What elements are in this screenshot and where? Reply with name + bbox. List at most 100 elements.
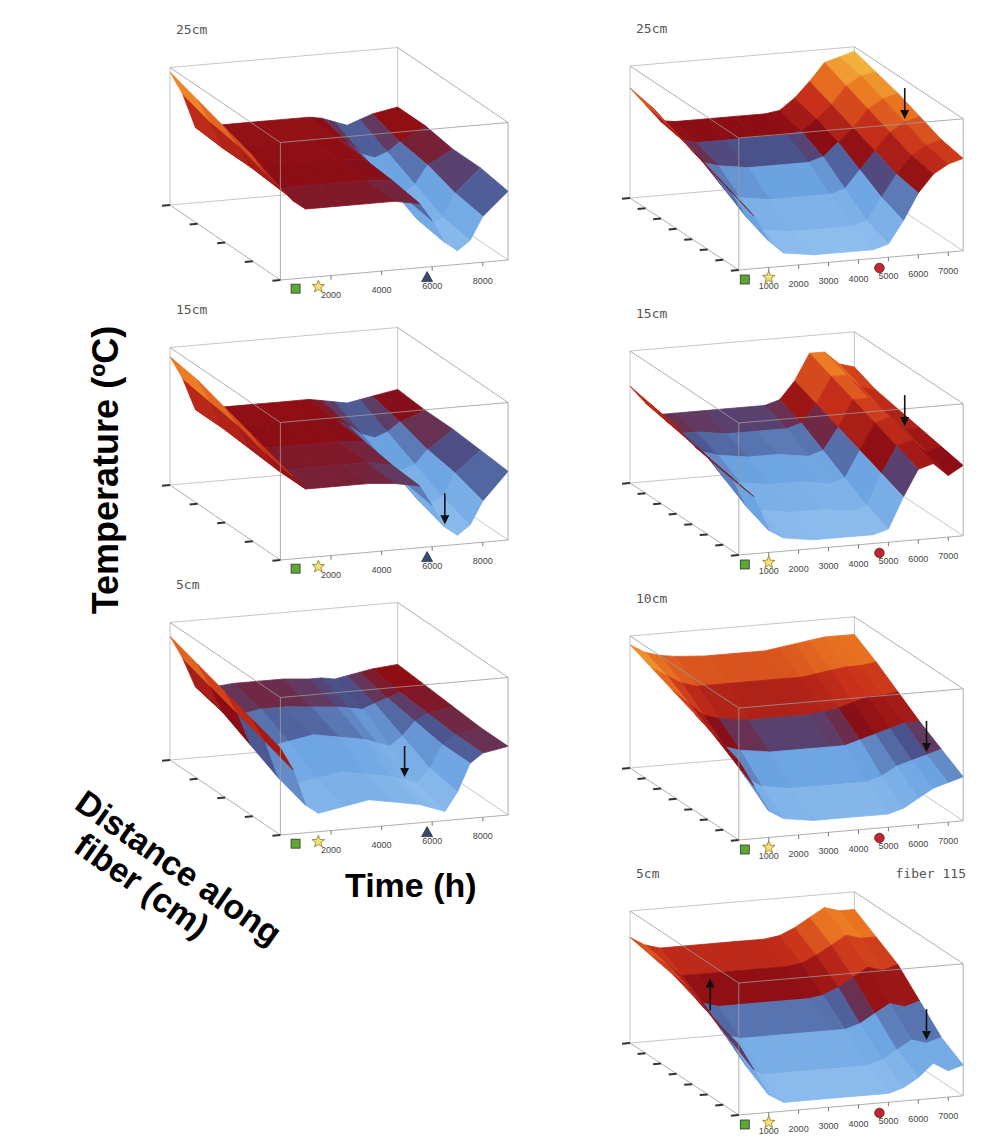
time-marker-circle: [875, 1108, 885, 1118]
time-marker-star: [763, 1116, 775, 1128]
x-tick-label: 8000: [473, 276, 493, 286]
box-edge: [963, 119, 964, 251]
surface-cell: [238, 425, 278, 470]
y-tick: [653, 218, 661, 221]
y-tick: [653, 788, 661, 791]
box-edge: [170, 68, 280, 143]
arrow-head: [900, 417, 909, 426]
x-tick: [948, 822, 949, 826]
surface: [170, 636, 508, 813]
box-edge: [630, 351, 631, 483]
y-tick: [669, 1073, 677, 1076]
surface-panel: 100020003000400050006000700010cm: [622, 591, 963, 862]
x-tick: [798, 835, 799, 839]
surface: [170, 72, 508, 251]
x-tick-label: 1000: [759, 566, 779, 576]
panel-title: 25cm: [636, 21, 667, 36]
x-tick-label: 1000: [759, 851, 779, 861]
time-marker-circle: [875, 548, 885, 558]
surface-cell: [717, 738, 754, 786]
x-tick-label: 3000: [819, 276, 839, 286]
time-marker-triangle: [422, 552, 433, 562]
box-edge: [739, 536, 963, 555]
y-tick: [731, 1114, 739, 1117]
box-edge: [963, 689, 964, 821]
arrow-shaft: [709, 985, 711, 1011]
box-edge: [630, 351, 739, 423]
box-edge: [738, 138, 739, 270]
x-tick-label: 2000: [321, 570, 341, 580]
box-edge: [170, 485, 280, 560]
box-edge: [739, 1096, 963, 1115]
surface-cell: [710, 459, 747, 507]
box-edge: [630, 483, 739, 555]
y-tick: [162, 484, 170, 487]
y-tick: [245, 540, 253, 543]
surface-cell: [225, 128, 265, 173]
panel-title: 5cm: [636, 866, 660, 881]
time-marker-square: [740, 275, 749, 284]
y-tick: [653, 503, 661, 506]
surface-cell: [652, 405, 689, 440]
x-tick-label: 8000: [473, 556, 493, 566]
surface-cell: [703, 1003, 740, 1038]
x-tick-label: 4000: [372, 285, 392, 295]
y-tick: [684, 1083, 692, 1086]
x-tick: [482, 542, 483, 546]
surface-panel: 200040006000800015cm: [162, 302, 508, 580]
x-tick-label: 2000: [789, 849, 809, 859]
x-tick: [432, 267, 433, 271]
y-tick: [272, 834, 280, 837]
time-marker-square: [740, 845, 749, 854]
box-edge: [630, 892, 854, 911]
time-marker-triangle: [422, 272, 433, 282]
y-tick: [622, 767, 630, 770]
x-tick-label: 2000: [789, 1124, 809, 1134]
y-tick: [669, 798, 677, 801]
surface-cell: [405, 482, 445, 527]
x-tick-label: 3000: [819, 1121, 839, 1131]
surface-cell: [689, 146, 726, 190]
arrow-head: [706, 979, 715, 988]
box-edge: [630, 768, 739, 840]
x-tick: [482, 262, 483, 266]
box-edge: [854, 892, 963, 964]
y-tick: [638, 777, 646, 780]
box-edge: [739, 964, 963, 983]
box-edge: [280, 423, 281, 561]
surface-cell: [170, 636, 210, 686]
x-tick: [381, 271, 382, 275]
box-edge: [739, 689, 963, 708]
box-edge: [854, 47, 963, 119]
y-tick: [715, 829, 723, 832]
y-tick: [700, 818, 708, 821]
x-tick: [888, 257, 889, 261]
y-tick: [715, 259, 723, 262]
box-edge: [739, 404, 963, 423]
arrow-head: [900, 110, 909, 119]
arrow-shaft: [926, 721, 928, 746]
surface-cell: [710, 170, 747, 218]
x-tick-label: 4000: [848, 1119, 868, 1129]
arrow: [706, 979, 715, 1011]
box-edge: [630, 911, 631, 1043]
x-tick: [381, 826, 382, 830]
surface-cell: [732, 1042, 769, 1095]
box-edge: [508, 403, 509, 541]
time-marker-star: [763, 556, 775, 568]
x-tick: [858, 545, 859, 549]
time-marker-star: [763, 271, 775, 283]
time-marker-square: [291, 284, 300, 293]
time-marker-circle: [875, 263, 885, 273]
x-tick-label: 6000: [422, 281, 442, 291]
surface-cell: [717, 1021, 754, 1069]
box-edge: [280, 678, 508, 698]
surface: [630, 634, 963, 820]
panel-title: 15cm: [636, 306, 667, 321]
x-tick: [918, 1100, 919, 1104]
axis-title-line: fiber (cm): [68, 825, 217, 945]
time-marker-square: [291, 839, 300, 848]
x-tick: [918, 825, 919, 829]
surface-cell: [405, 198, 445, 243]
x-tick: [858, 830, 859, 834]
